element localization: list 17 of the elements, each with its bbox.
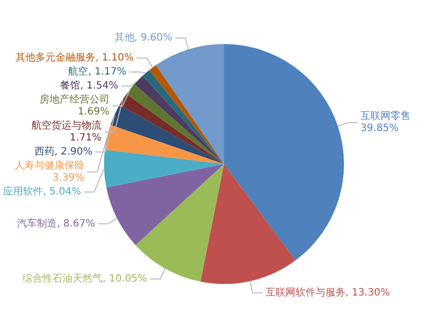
- data-label: 39.85%: [360, 123, 399, 134]
- slice-label: 其他多元金融服务, 1.10%: [15, 52, 134, 64]
- slice-label: 应用软件, 5.04%: [2, 186, 82, 198]
- slice-label: 西药, 2.90%: [34, 146, 92, 158]
- data-label: 1.71%: [70, 132, 102, 144]
- slice-label: 综合性石油天然气, 10.05%: [22, 272, 148, 285]
- slice-label: 航空, 1.17%: [68, 66, 126, 78]
- data-label: 3.39%: [52, 172, 84, 184]
- slice-label: 互联网软件与服务, 13.30%: [265, 286, 390, 298]
- slice-label: 其他, 9.60%: [114, 32, 172, 44]
- slice-label: 互联网零售: [360, 110, 410, 122]
- slice-label: 汽车制造, 8.67%: [16, 217, 96, 230]
- slice-label: 餐馆, 1.54%: [60, 80, 118, 92]
- slice-label: 人寿与健康保险: [14, 160, 84, 172]
- slice-label: 航空货运与物流: [31, 120, 102, 132]
- slice-label: 房地产经营公司: [40, 94, 110, 106]
- data-label: 1.69%: [78, 106, 110, 118]
